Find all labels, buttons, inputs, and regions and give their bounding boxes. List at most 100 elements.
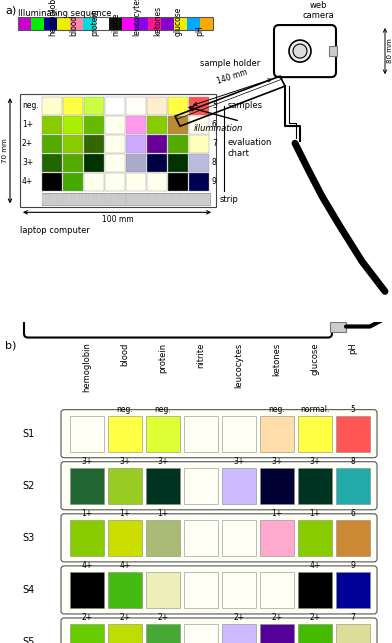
Bar bbox=[165, 194, 171, 204]
Bar bbox=[31, 17, 44, 30]
Bar bbox=[64, 154, 83, 172]
Bar bbox=[260, 624, 294, 643]
Bar bbox=[142, 194, 149, 204]
Bar bbox=[127, 173, 147, 191]
Bar bbox=[298, 467, 332, 503]
Text: 4+: 4+ bbox=[22, 177, 33, 186]
Bar bbox=[42, 173, 62, 191]
Bar bbox=[169, 173, 189, 191]
Text: glucose: glucose bbox=[310, 343, 319, 375]
Bar bbox=[146, 624, 180, 643]
Text: S3: S3 bbox=[22, 533, 34, 543]
Text: 3+: 3+ bbox=[120, 457, 131, 466]
Text: S4: S4 bbox=[22, 585, 34, 595]
Bar bbox=[147, 173, 167, 191]
Bar bbox=[85, 96, 105, 114]
Ellipse shape bbox=[293, 44, 307, 58]
Bar bbox=[18, 17, 31, 30]
Text: neg.: neg. bbox=[22, 101, 39, 110]
Bar bbox=[222, 467, 256, 503]
Bar bbox=[44, 17, 57, 30]
Bar bbox=[64, 96, 83, 114]
Text: 2+: 2+ bbox=[82, 613, 93, 622]
Text: 3+: 3+ bbox=[233, 457, 245, 466]
Bar bbox=[85, 116, 105, 134]
Bar bbox=[146, 520, 180, 556]
Text: 140 mm: 140 mm bbox=[216, 68, 249, 86]
Text: 2+: 2+ bbox=[234, 613, 245, 622]
Text: neg.: neg. bbox=[117, 404, 133, 413]
Bar bbox=[70, 572, 104, 608]
Bar bbox=[222, 624, 256, 643]
Text: S1: S1 bbox=[22, 429, 34, 439]
Text: 1+: 1+ bbox=[120, 509, 131, 518]
Text: 7: 7 bbox=[212, 140, 217, 149]
Text: 2+: 2+ bbox=[309, 613, 321, 622]
Bar bbox=[260, 467, 294, 503]
Text: 6: 6 bbox=[350, 509, 356, 518]
Text: 1+: 1+ bbox=[82, 509, 93, 518]
FancyBboxPatch shape bbox=[274, 25, 336, 77]
Bar bbox=[329, 46, 337, 56]
Bar bbox=[108, 624, 142, 643]
FancyBboxPatch shape bbox=[61, 566, 377, 614]
Bar bbox=[108, 415, 142, 451]
Bar bbox=[42, 194, 210, 205]
Text: evaluation
chart: evaluation chart bbox=[228, 138, 272, 158]
Bar bbox=[189, 116, 209, 134]
Text: b): b) bbox=[5, 341, 16, 350]
Text: Illuminating sequence: Illuminating sequence bbox=[18, 9, 111, 18]
Bar bbox=[18, 17, 213, 30]
Text: 80 mm: 80 mm bbox=[387, 39, 392, 64]
Bar bbox=[108, 467, 142, 503]
FancyBboxPatch shape bbox=[61, 514, 377, 562]
Bar bbox=[70, 415, 104, 451]
Text: ketones: ketones bbox=[272, 343, 281, 376]
Bar bbox=[105, 116, 125, 134]
Bar bbox=[147, 135, 167, 153]
Bar bbox=[188, 194, 194, 204]
Bar bbox=[127, 116, 147, 134]
Text: glucose: glucose bbox=[174, 6, 183, 36]
Bar bbox=[50, 194, 57, 204]
Text: 1+: 1+ bbox=[158, 509, 169, 518]
Text: protein: protein bbox=[158, 343, 167, 373]
Bar bbox=[64, 116, 83, 134]
Bar bbox=[203, 194, 209, 204]
Bar bbox=[73, 194, 80, 204]
Text: 7: 7 bbox=[350, 613, 356, 622]
Text: web
camera: web camera bbox=[302, 1, 334, 21]
Text: 4+: 4+ bbox=[82, 561, 93, 570]
Bar bbox=[336, 572, 370, 608]
FancyBboxPatch shape bbox=[24, 316, 332, 338]
Bar bbox=[57, 17, 70, 30]
Bar bbox=[189, 154, 209, 172]
Bar bbox=[127, 154, 147, 172]
Bar bbox=[96, 17, 109, 30]
Bar bbox=[298, 415, 332, 451]
Text: blood: blood bbox=[120, 343, 129, 366]
Bar bbox=[169, 154, 189, 172]
Bar bbox=[222, 520, 256, 556]
Bar bbox=[88, 194, 95, 204]
Bar bbox=[108, 572, 142, 608]
Bar bbox=[184, 624, 218, 643]
Text: blood: blood bbox=[69, 15, 78, 36]
Bar bbox=[336, 624, 370, 643]
Text: 9: 9 bbox=[350, 561, 356, 570]
Bar bbox=[127, 194, 133, 204]
Bar bbox=[135, 17, 148, 30]
Text: 3+: 3+ bbox=[157, 457, 169, 466]
Bar bbox=[184, 415, 218, 451]
Text: neg.: neg. bbox=[269, 404, 285, 413]
Text: hemoglobin: hemoglobin bbox=[82, 343, 91, 392]
Text: 8: 8 bbox=[350, 457, 356, 466]
Bar bbox=[81, 194, 87, 204]
Text: samples: samples bbox=[228, 101, 263, 110]
Text: 2+: 2+ bbox=[271, 613, 283, 622]
Text: 4+: 4+ bbox=[309, 561, 321, 570]
Bar bbox=[189, 173, 209, 191]
Bar bbox=[42, 96, 62, 114]
Text: 70 mm: 70 mm bbox=[2, 138, 8, 163]
Bar bbox=[127, 96, 147, 114]
